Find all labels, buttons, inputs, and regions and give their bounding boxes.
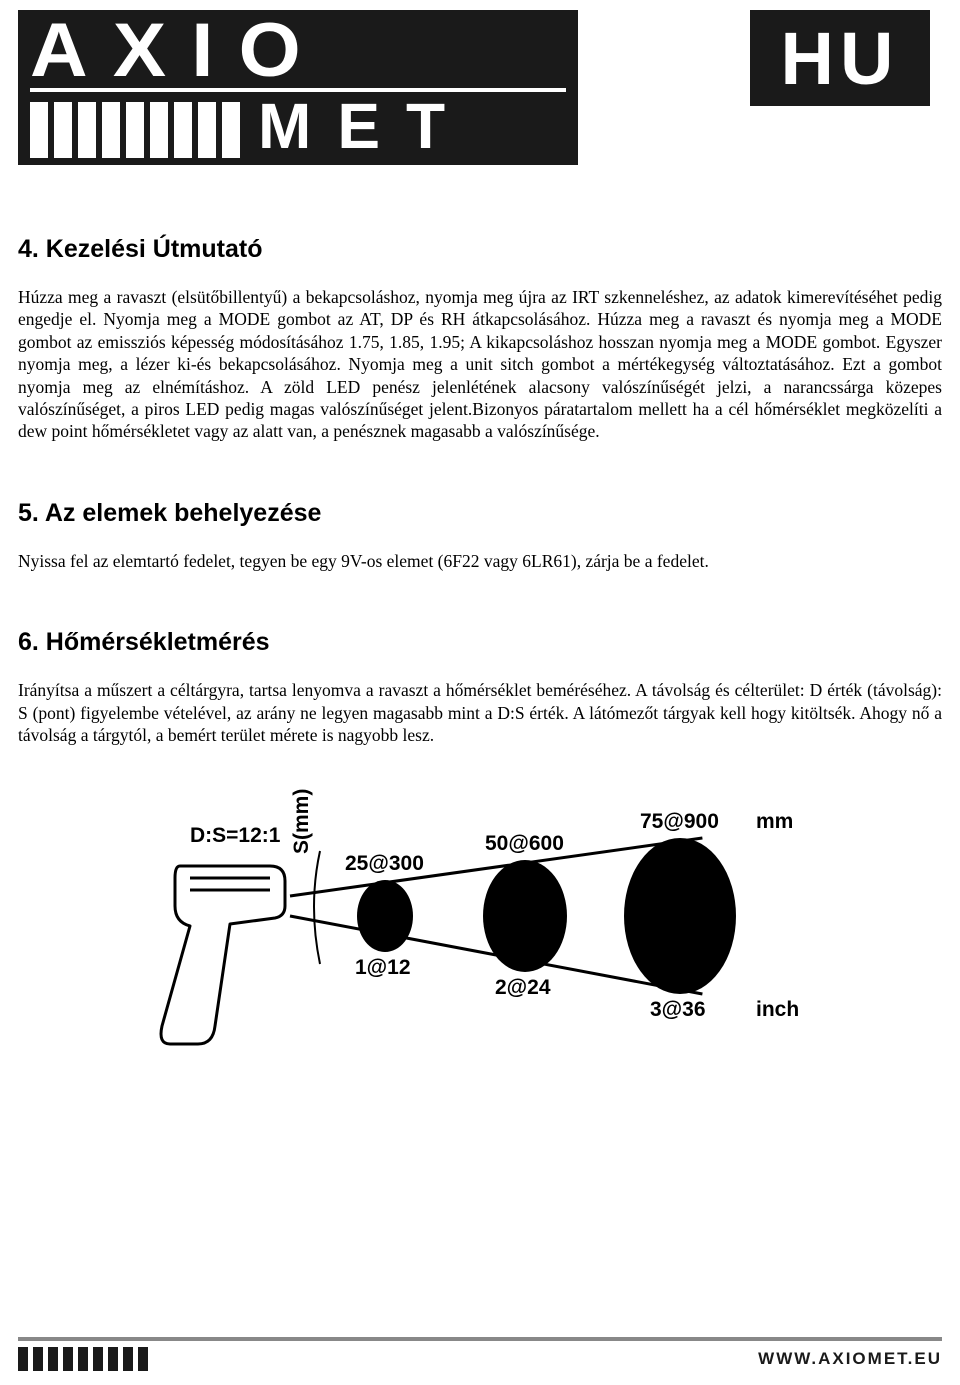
footer-divider [18,1337,942,1341]
footer-bars-icon [18,1347,148,1371]
section-4-title: 4. Kezelési Útmutató [18,235,942,264]
spot-ellipse-2 [624,838,736,994]
mm-label-0: 25@300 [345,852,424,876]
unit-mm: mm [756,810,793,834]
axis-label: S(mm) [290,789,314,854]
section-5-title: 5. Az elemek behelyezése [18,499,942,528]
section-6-title: 6. Hőmérsékletmérés [18,628,942,657]
ratio-label: D:S=12:1 [190,824,280,848]
inch-label-1: 2@24 [495,976,551,1000]
brand-top: AXIO [30,19,593,84]
section-4-body: Húzza meg a ravaszt (elsütőbillentyű) a … [18,286,942,443]
spot-ellipse-1 [483,860,567,972]
distance-spot-diagram: D:S=12:1S(mm)25@3001@1250@6002@2475@9003… [18,796,942,1076]
inch-label-0: 1@12 [355,956,411,980]
brand-bars-icon [30,102,240,158]
page-content: 4. Kezelési Útmutató Húzza meg a ravaszt… [0,175,960,1076]
section-6-body: Irányítsa a műszert a céltárgyra, tartsa… [18,679,942,746]
language-badge: HU [750,10,930,106]
inch-label-2: 3@36 [650,998,706,1022]
brand-bottom: MET [258,94,471,158]
page-header: AXIO MET HU [0,0,960,175]
brand-logo: AXIO MET [18,10,578,165]
unit-inch: inch [756,998,799,1022]
brand-bottom-row: MET [30,94,566,158]
mm-label-1: 50@600 [485,832,564,856]
section-5-body: Nyissa fel az elemtartó fedelet, tegyen … [18,550,942,572]
spot-ellipse-0 [357,880,413,952]
page-footer: WWW.AXIOMET.EU [0,1337,960,1371]
mm-label-2: 75@900 [640,810,719,834]
footer-url: WWW.AXIOMET.EU [758,1349,942,1369]
